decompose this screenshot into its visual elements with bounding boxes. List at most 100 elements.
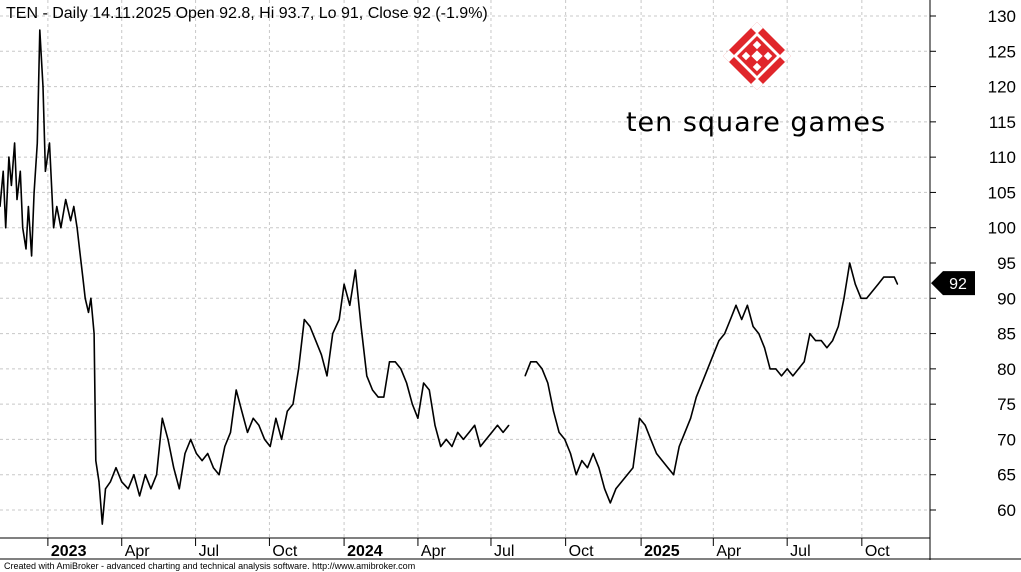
- price-point: [896, 283, 899, 285]
- price-point: [860, 297, 862, 299]
- price-point: [558, 431, 560, 433]
- price-point: [644, 424, 646, 426]
- price-point: [309, 325, 311, 328]
- price-point: [423, 382, 425, 384]
- price-point: [843, 297, 845, 299]
- y-tick-label: 105: [988, 183, 1016, 202]
- x-tick-label: Oct: [865, 543, 890, 560]
- price-point: [281, 438, 283, 440]
- price-point: [615, 488, 617, 490]
- price-point: [849, 262, 851, 264]
- price-point: [5, 227, 7, 229]
- price-point: [632, 467, 634, 469]
- price-point: [115, 467, 117, 469]
- price-point: [349, 304, 351, 306]
- price-line-segment: [0, 29, 510, 525]
- price-point: [530, 361, 532, 363]
- price-point: [65, 198, 67, 201]
- price-point: [815, 340, 817, 342]
- price-point: [712, 354, 714, 356]
- price-point: [496, 424, 499, 426]
- price-point: [547, 382, 549, 384]
- price-point: [133, 474, 135, 476]
- footer-credit: Created with AmiBroker - advanced charti…: [4, 561, 415, 571]
- price-point: [101, 523, 103, 525]
- price-point: [411, 403, 413, 405]
- price-point: [76, 227, 78, 229]
- price-point: [90, 297, 92, 299]
- price-point: [718, 340, 720, 342]
- price-point: [440, 445, 442, 448]
- price-point: [485, 438, 487, 440]
- price-point: [735, 304, 737, 306]
- price-point: [690, 417, 692, 419]
- price-point: [701, 382, 703, 384]
- price-point: [502, 431, 504, 433]
- price-point: [366, 375, 368, 377]
- price-point: [56, 205, 58, 208]
- price-point: [388, 361, 391, 363]
- price-point: [44, 170, 47, 172]
- price-point: [741, 318, 743, 321]
- price-point: [360, 325, 362, 328]
- price-point: [564, 438, 566, 440]
- price-point: [269, 445, 271, 448]
- price-point: [42, 86, 44, 88]
- price-point: [87, 311, 90, 313]
- price-point: [775, 368, 777, 370]
- price-point: [854, 283, 856, 285]
- price-point: [621, 481, 623, 483]
- price-point: [150, 488, 152, 490]
- price-point: [451, 445, 453, 448]
- x-tick-label: Jul: [790, 543, 810, 560]
- price-point: [428, 389, 430, 391]
- y-tick-label: 125: [988, 42, 1016, 61]
- price-point: [400, 368, 402, 370]
- price-point: [264, 438, 266, 440]
- price-point: [298, 368, 300, 370]
- price-point: [457, 431, 459, 433]
- price-point: [445, 438, 447, 440]
- price-point: [541, 368, 543, 370]
- price-point: [178, 488, 180, 490]
- price-point: [0, 205, 1, 208]
- y-tick-label: 80: [997, 360, 1016, 379]
- price-point: [246, 431, 249, 433]
- price-point: [673, 474, 675, 476]
- price-point: [218, 474, 220, 476]
- price-point: [655, 452, 658, 455]
- price-point: [25, 248, 27, 250]
- price-point: [78, 248, 81, 250]
- last-price-label: 92: [949, 276, 967, 293]
- price-point: [10, 184, 12, 186]
- price-point: [98, 481, 100, 483]
- logo-text: ten square games: [626, 107, 886, 138]
- price-point: [780, 375, 783, 377]
- price-point: [22, 227, 24, 229]
- price-point: [604, 488, 606, 490]
- price-point: [156, 474, 158, 476]
- y-tick-label: 120: [988, 78, 1016, 97]
- price-point: [695, 396, 697, 398]
- price-point: [201, 460, 203, 462]
- price-point: [73, 205, 75, 208]
- price-point: [95, 460, 97, 462]
- price-point: [8, 156, 10, 158]
- price-point: [866, 297, 868, 299]
- price-point: [207, 452, 209, 455]
- price-point: [377, 396, 379, 398]
- price-point: [36, 142, 38, 144]
- price-point: [19, 170, 21, 172]
- price-point: [224, 445, 226, 448]
- price-point: [809, 333, 811, 335]
- price-point: [569, 452, 572, 455]
- price-point: [792, 375, 794, 377]
- price-point: [195, 452, 197, 455]
- chart-title: TEN - Daily 14.11.2025 Open 92.8, Hi 93.…: [6, 5, 488, 22]
- price-point: [127, 488, 129, 490]
- price-point: [661, 460, 663, 462]
- y-tick-label: 90: [997, 289, 1016, 308]
- price-point: [626, 474, 628, 476]
- price-point: [258, 424, 260, 426]
